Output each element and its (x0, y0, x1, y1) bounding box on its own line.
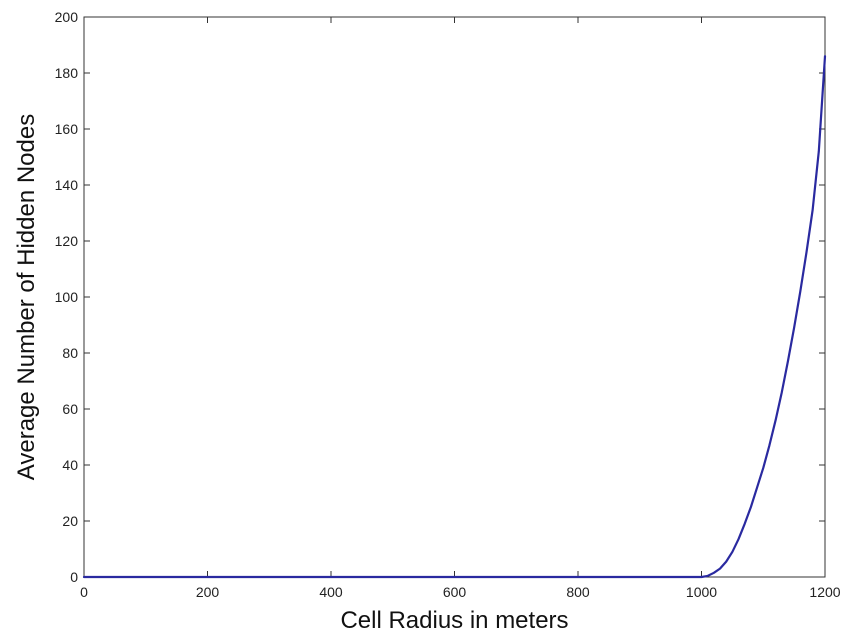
x-tick-label: 200 (196, 584, 220, 600)
y-tick-label: 60 (62, 401, 78, 417)
plot-frame (83, 16, 826, 578)
y-tick-label: 20 (62, 513, 78, 529)
x-tick-label: 800 (566, 584, 590, 600)
x-tick-label: 1000 (686, 584, 717, 600)
y-tick-label: 200 (55, 9, 79, 25)
x-axis-label: Cell Radius in meters (340, 607, 568, 634)
tick-layer: 0 200 400 600 800 1000 1200 0 20 40 60 80 100 120 140 1… (55, 9, 841, 600)
y-tick-label: 80 (62, 345, 78, 361)
series-layer (82, 55, 827, 579)
series-line (82, 55, 827, 579)
x-tick-label: 600 (443, 584, 467, 600)
y-tick-label: 180 (55, 65, 79, 81)
x-tick-label: 400 (319, 584, 343, 600)
x-tick-label: 0 (80, 584, 88, 600)
y-tick-label: 160 (55, 121, 79, 137)
y-axis-label: Average Number of Hidden Nodes (13, 114, 40, 480)
y-tick-label: 40 (62, 457, 78, 473)
y-tick-label: 140 (55, 177, 79, 193)
y-tick-label: 120 (55, 233, 79, 249)
y-tick-label: 100 (55, 289, 79, 305)
y-tick-label: 0 (70, 569, 78, 585)
x-tick-label: 1200 (809, 584, 840, 600)
